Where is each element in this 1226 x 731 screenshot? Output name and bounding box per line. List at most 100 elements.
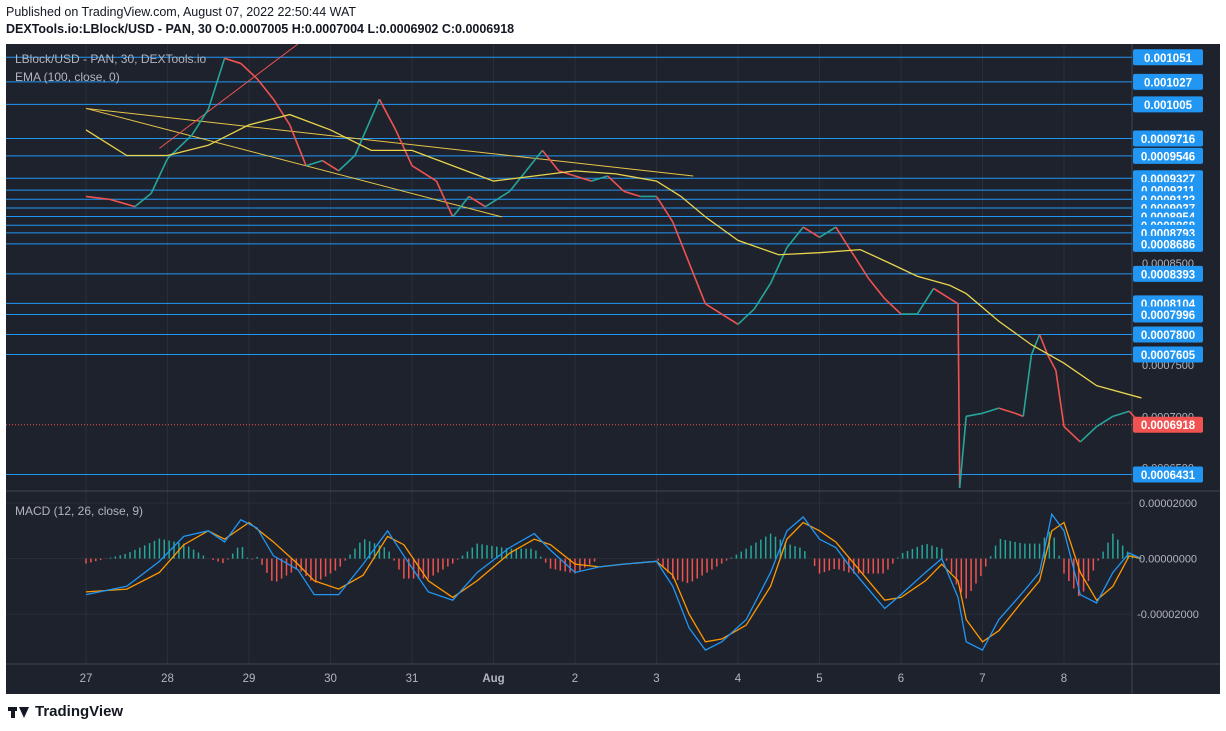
price-segment [966, 412, 983, 418]
time-axis-tick: 7 [979, 673, 985, 685]
price-segment [1038, 334, 1049, 356]
price-label-text: 0.0008393 [1141, 269, 1195, 281]
price-segment [1063, 425, 1081, 443]
price-segment [558, 170, 576, 177]
price-segment [835, 226, 853, 254]
trendline [159, 43, 299, 149]
ema-legend: EMA (100, close, 0) [15, 70, 120, 84]
price-segment [272, 98, 291, 126]
price-segment [1079, 425, 1098, 443]
price-segment [786, 226, 804, 249]
horizontal-levels [6, 56, 1132, 476]
price-segment [672, 221, 690, 264]
footer: TradingView [0, 694, 1226, 731]
price-segment [884, 298, 902, 315]
price-segment [721, 313, 739, 325]
chart-header: Published on TradingView.com, August 07,… [0, 0, 1226, 44]
price-segment [207, 58, 226, 110]
price-segment [224, 57, 242, 65]
price-label-text: 0.001005 [1144, 100, 1193, 112]
time-axis-tick: 29 [243, 673, 256, 685]
price-segment [1014, 412, 1024, 418]
price-segment [338, 154, 356, 172]
price-label-text: 0.0008686 [1141, 239, 1195, 251]
price-segment [1096, 415, 1114, 428]
price-label-box [1133, 49, 1203, 66]
price-label-text: 0.001027 [1144, 77, 1192, 89]
ohlc-info: DEXTools.io:LBlock/USD - PAN, 30 O:0.000… [6, 22, 515, 36]
price-label-text: 0.0007800 [1141, 330, 1195, 342]
price-segment [468, 195, 486, 208]
price-segment [378, 98, 397, 131]
ema-line [85, 113, 1142, 399]
time-axis-tick: 3 [653, 673, 659, 685]
price-segment [1055, 370, 1065, 427]
trendline [85, 107, 694, 177]
price-segment [191, 109, 209, 136]
price-segment [150, 158, 169, 194]
price-label-text: 0.001051 [1144, 53, 1193, 65]
price-segment [933, 287, 951, 300]
tradingview-brand: TradingView [35, 703, 124, 720]
price-axis-tick: 0.0007500 [1142, 360, 1194, 372]
price-label-text: 0.0009546 [1141, 151, 1195, 163]
trendlines [85, 43, 694, 218]
price-segment [688, 262, 707, 305]
price-series [85, 57, 1143, 489]
price-segment [607, 175, 625, 192]
time-axis-tick: 31 [406, 673, 419, 685]
chart-area[interactable]: 0.00085000.00075000.00070000.00065000.00… [6, 43, 1220, 694]
published-info: Published on TradingView.com, August 07,… [6, 5, 356, 19]
time-axis-tick: 4 [735, 673, 742, 685]
price-segment [525, 149, 544, 172]
price-segment [1112, 410, 1130, 418]
price-segment [867, 277, 886, 300]
price-segment [354, 98, 381, 156]
price-label-box [1133, 326, 1203, 343]
price-label-box [1133, 306, 1203, 323]
tradingview-logo[interactable]: TradingView [8, 703, 123, 720]
price-label-box [1133, 466, 1203, 483]
price-segment [411, 165, 437, 182]
price-segment [574, 175, 592, 182]
price-label-text: 0.0007605 [1141, 350, 1196, 362]
price-segment [982, 407, 1000, 415]
price-label-text: 0.0009716 [1141, 134, 1195, 146]
price-segment [769, 247, 788, 284]
macd-panel [85, 512, 1142, 651]
price-segment [435, 180, 454, 218]
time-axis-tick: 5 [816, 673, 822, 685]
price-segment [305, 159, 323, 167]
price-label-box [1133, 235, 1203, 252]
price-segment [958, 416, 967, 489]
price-segment [753, 282, 772, 310]
last-price-box [1133, 416, 1203, 433]
macd-line [85, 512, 1142, 651]
time-axis-tick: 28 [161, 673, 174, 685]
price-segment [949, 298, 959, 305]
time-axis-tick: 27 [80, 673, 93, 685]
price-segment [394, 129, 413, 167]
price-segment [957, 303, 961, 488]
price-segment [819, 226, 837, 239]
price-segment [851, 252, 870, 279]
price-segment [704, 303, 723, 315]
price-label-text: 0.0006431 [1141, 470, 1196, 482]
grid-lines [6, 44, 1220, 694]
time-axis-tick: 6 [898, 673, 904, 685]
price-segment [321, 159, 340, 172]
ema-series [85, 113, 1142, 399]
price-label-box [1133, 130, 1203, 147]
symbol-legend: LBlock/USD - PAN, 30, DEXTools.io [15, 52, 207, 66]
chart-canvas[interactable]: 0.00085000.00075000.00070000.00065000.00… [6, 43, 1220, 694]
price-labels: 0.001051 0.001027 0.001005 0.0009716 0.00095… [1133, 49, 1203, 483]
last-price-text: 0.0006918 [1141, 420, 1196, 432]
price-segment [802, 226, 820, 239]
price-segment [85, 195, 111, 201]
macd-axis-tick: 0.00002000 [1139, 498, 1197, 510]
price-segment [509, 170, 527, 192]
time-axis-tick: 2 [572, 673, 578, 685]
price-segment [240, 62, 258, 80]
price-label-text: 0.0007996 [1141, 310, 1195, 322]
price-segment [110, 198, 136, 208]
